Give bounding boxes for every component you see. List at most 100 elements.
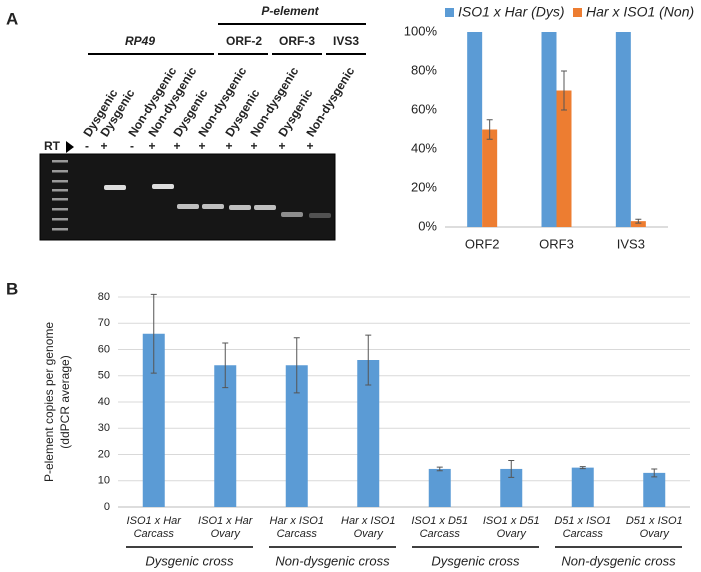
ladder-band <box>52 160 68 163</box>
y-tick-label: 20% <box>411 179 437 194</box>
gel-band <box>104 185 126 190</box>
error-bar <box>222 342 229 389</box>
y-tick-label: 60% <box>411 101 437 116</box>
gel-band <box>309 213 331 218</box>
error-bar <box>150 293 157 374</box>
x-tick-label: Carcass <box>563 528 604 540</box>
rt-mark: + <box>278 139 285 153</box>
gel <box>39 153 336 241</box>
x-tick-label: ORF3 <box>539 236 574 251</box>
ladder-band <box>52 208 68 211</box>
ladder-band <box>52 180 68 183</box>
x-tick-label: Har x ISO1 <box>341 515 395 527</box>
rt-mark: + <box>100 139 107 153</box>
bar <box>541 32 557 227</box>
gel-band <box>177 204 199 209</box>
x-tick-label: Ovary <box>211 528 242 540</box>
x-tick-label: Carcass <box>277 528 318 540</box>
bar <box>482 129 498 227</box>
group-label: ORF-2 <box>226 34 262 48</box>
error-bar <box>635 218 642 224</box>
group-label: P-element <box>261 4 319 18</box>
rt-mark: - <box>85 139 89 153</box>
bar <box>500 468 523 507</box>
bar <box>467 32 483 227</box>
y-tick-label: 0 <box>104 501 110 513</box>
rt-mark: + <box>173 139 180 153</box>
y-tick-label: 40% <box>411 140 437 155</box>
x-tick-label: Carcass <box>420 528 461 540</box>
group-label: ORF-3 <box>279 34 315 48</box>
x-tick-label: D51 x ISO1 <box>626 515 683 527</box>
y-tick-label: 0% <box>418 218 437 233</box>
y-axis-label: P-element copies per genome <box>42 322 56 482</box>
bar <box>428 468 451 507</box>
ladder-band <box>52 189 68 192</box>
error-bar <box>365 334 372 386</box>
bar <box>214 365 237 507</box>
ladder-band <box>52 228 68 231</box>
x-tick-label: Ovary <box>354 528 385 540</box>
legend-swatch <box>445 8 454 17</box>
bar <box>630 221 646 227</box>
gel-band <box>152 184 174 189</box>
y-tick-label: 60 <box>98 343 110 355</box>
error-bar <box>436 466 443 472</box>
x-tick-label: ORF2 <box>465 236 500 251</box>
rt-mark: + <box>225 139 232 153</box>
y-tick-label: 30 <box>98 422 110 434</box>
lane-label: Non-dysgenic <box>303 64 357 139</box>
ladder-band <box>52 218 68 221</box>
error-bar <box>508 460 515 478</box>
group-label: RP49 <box>125 34 155 48</box>
legend-label: Har x ISO1 (Non) <box>586 4 694 20</box>
x-tick-label: Ovary <box>497 528 528 540</box>
ladder-band <box>52 170 68 173</box>
bar <box>142 333 165 507</box>
x-tick-label: D51 x ISO1 <box>554 515 611 527</box>
x-tick-label: IVS3 <box>617 236 645 251</box>
x-tick-label: Carcass <box>134 528 175 540</box>
rt-mark: + <box>198 139 205 153</box>
bar <box>643 472 666 507</box>
x-tick-label: ISO1 x D51 <box>483 515 540 527</box>
rt-mark: + <box>250 139 257 153</box>
legend-swatch <box>573 8 582 17</box>
rt-mark: + <box>148 139 155 153</box>
panel-label: B <box>6 279 18 298</box>
error-bar <box>561 70 567 111</box>
panel-label: A <box>6 9 18 28</box>
y-tick-label: 20 <box>98 448 110 460</box>
gel-band <box>202 204 224 209</box>
bar <box>357 360 380 507</box>
y-tick-label: 40 <box>98 396 110 408</box>
x-tick-label: ISO1 x D51 <box>411 515 468 527</box>
bar <box>285 365 308 507</box>
y-tick-label: 80% <box>411 62 437 77</box>
rt-mark: - <box>130 139 134 153</box>
y-tick-label: 100% <box>404 23 438 38</box>
bar <box>615 32 631 227</box>
rt-label: RT <box>44 139 61 153</box>
group-label: Non-dysgenic cross <box>561 553 676 568</box>
rt-mark: + <box>306 139 313 153</box>
error-bar <box>579 466 586 470</box>
bar <box>571 467 594 507</box>
error-bar <box>651 468 658 478</box>
bar <box>556 90 572 227</box>
gel-band <box>229 205 251 210</box>
ladder-band <box>52 198 68 201</box>
group-label: Dysgenic cross <box>145 553 234 568</box>
y-tick-label: 10 <box>98 475 110 487</box>
y-tick-label: 80 <box>98 291 110 303</box>
x-tick-label: Har x ISO1 <box>270 515 324 527</box>
error-bar <box>486 119 493 140</box>
error-bar <box>293 337 300 394</box>
x-tick-label: ISO1 x Har <box>198 515 254 527</box>
x-tick-label: ISO1 x Har <box>127 515 183 527</box>
group-label: Dysgenic cross <box>431 553 520 568</box>
y-tick-label: 70 <box>98 317 110 329</box>
y-axis-label: (ddPCR average) <box>58 355 72 448</box>
y-tick-label: 50 <box>98 370 110 382</box>
